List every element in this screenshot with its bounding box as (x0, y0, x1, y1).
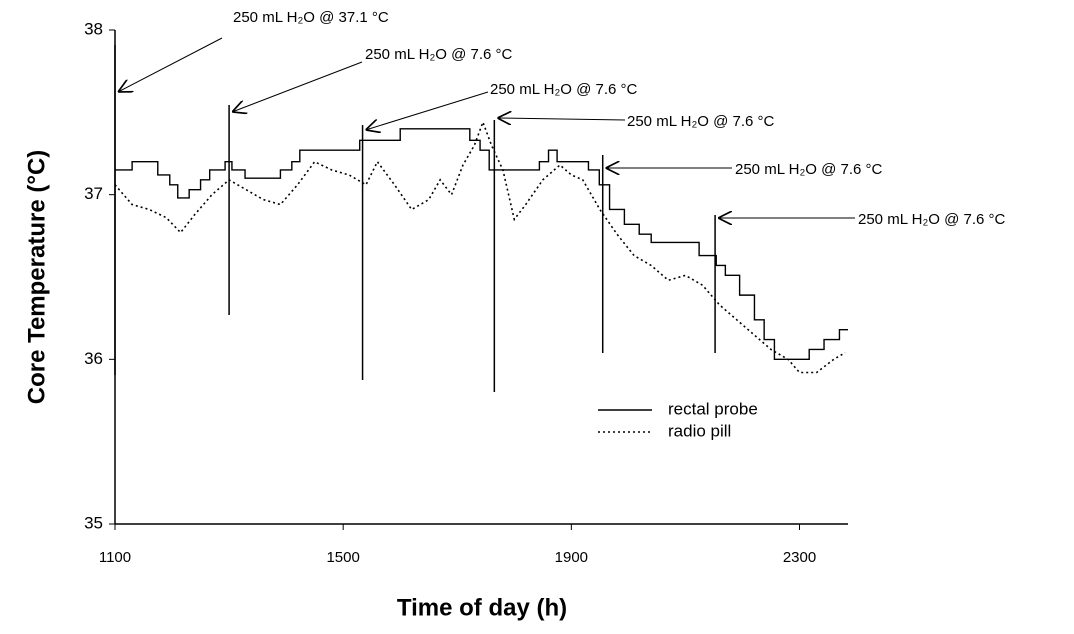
x-tick-label: 1100 (99, 549, 131, 566)
x-tick-label: 1900 (555, 549, 588, 566)
annotation-arrow (232, 61, 363, 112)
annotation-arrow (366, 91, 489, 130)
x-axis-label: Time of day (h) (397, 594, 567, 621)
legend-label: radio pill (668, 421, 731, 440)
y-tick-label: 38 (84, 19, 103, 38)
annotation-label: 250 mL H₂O @ 37.1 °C (233, 9, 389, 26)
annotation-label: 250 mL H₂O @ 7.6 °C (365, 46, 513, 63)
y-tick-label: 36 (84, 349, 103, 368)
y-tick-label: 35 (84, 513, 103, 532)
annotation-label: 250 mL H₂O @ 7.6 °C (627, 113, 775, 130)
annotation-arrow (118, 37, 223, 92)
x-tick-label: 1500 (326, 549, 359, 566)
annotation-arrow (497, 118, 626, 120)
y-axis-label: Core Temperature (°C) (23, 150, 50, 405)
series-line (115, 128, 848, 361)
legend-label: rectal probe (668, 399, 758, 418)
annotation-label: 250 mL H₂O @ 7.6 °C (735, 161, 883, 178)
x-tick-label: 2300 (783, 549, 816, 566)
series-line (114, 119, 846, 374)
annotation-label: 250 mL H₂O @ 7.6 °C (858, 211, 1006, 228)
y-tick-label: 37 (84, 184, 103, 203)
annotation-label: 250 mL H₂O @ 7.6 °C (490, 81, 638, 98)
